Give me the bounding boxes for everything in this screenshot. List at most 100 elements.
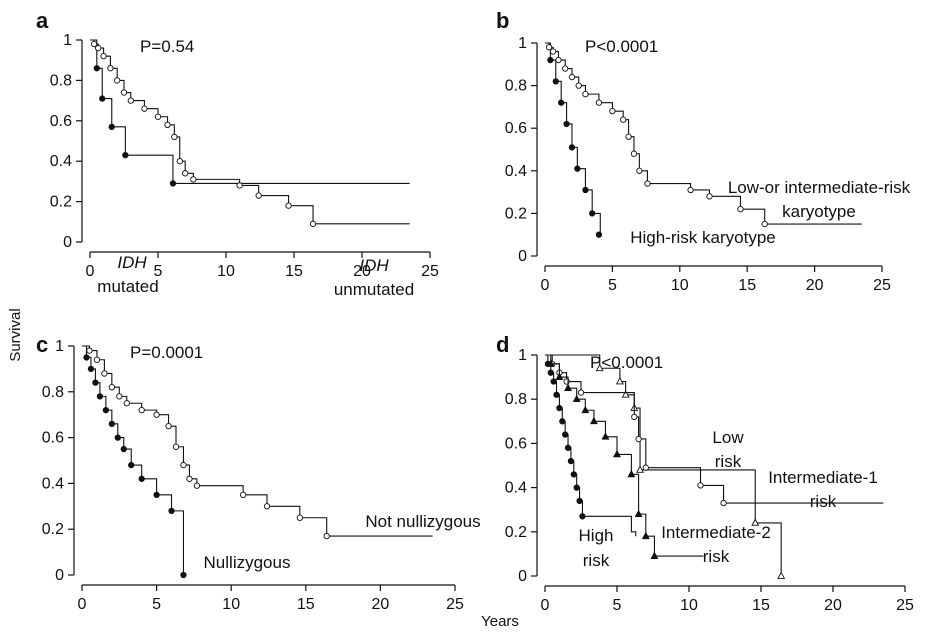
km-marker [751,518,760,526]
km-marker [285,202,292,209]
km-marker [86,347,93,354]
y-tick-label: 0.2 [505,524,527,541]
y-tick-label: 0.8 [505,391,527,408]
km-marker [193,482,201,489]
km-marker [562,431,569,438]
km-marker [96,393,104,400]
x-tick-label: 10 [217,263,235,280]
km-marker [567,457,575,465]
x-tick-label: 20 [353,263,371,280]
km-marker [777,571,786,579]
annotation-a-3: unmutated [334,280,414,299]
km-marker [687,186,694,194]
km-marker [620,116,627,123]
annotation-b-1: karyotype [782,202,856,221]
km-marker [309,220,317,227]
y-tick-label: 0 [55,567,64,584]
y-tick-label: 1 [55,338,64,355]
panel-letter-a: a [36,8,49,33]
p-value-d: P<0.0001 [590,353,663,372]
km-marker [190,176,197,183]
km-marker [153,491,160,498]
km-curve-c-1 [82,345,433,537]
km-marker [590,416,598,425]
km-marker [564,444,572,451]
km-marker [563,120,570,128]
km-marker [102,406,110,414]
x-tick-label: 15 [285,263,303,280]
km-marker [631,413,638,421]
axes-a [76,39,431,258]
y-tick-label: 0.6 [50,113,72,130]
x-tick-label: 0 [78,596,87,613]
annotation-c-0: Not nullizygous [365,512,480,531]
x-tick-label: 25 [446,596,464,613]
km-marker [95,44,102,52]
x-tick-label: 0 [541,277,550,294]
x-tick-label: 20 [806,277,824,294]
km-marker [609,108,616,115]
y-tick-label: 0.4 [42,475,64,492]
km-marker [564,383,572,391]
km-marker [180,461,187,469]
km-marker [601,432,610,440]
km-marker [574,165,581,172]
km-marker [570,471,577,478]
km-marker [558,99,565,106]
km-marker [550,378,557,385]
x-tick-label: 15 [738,277,756,294]
x-tick-label: 10 [222,596,240,613]
annotation-b-2: High-risk karyotype [630,228,776,247]
y-axis-label: Survival [7,308,24,361]
axes-d [531,354,906,592]
km-marker [323,532,330,540]
y-tick-label: 0 [518,568,527,585]
km-marker [172,443,180,450]
km-marker [720,499,727,507]
km-marker [168,507,175,515]
km-marker [138,475,145,482]
km-marker [595,99,603,106]
km-marker [169,180,177,187]
p-value-a: P=0.54 [140,37,194,56]
annotation-d-3: risk [810,492,837,511]
km-marker [559,418,566,425]
km-marker [650,551,659,559]
y-tick-label: 0.8 [42,384,64,401]
km-marker [577,389,585,396]
km-marker [165,422,172,430]
km-marker [697,482,704,489]
km-marker [108,420,115,428]
y-tick-label: 0.6 [505,435,527,452]
y-tick-label: 0 [63,234,72,251]
km-marker [636,465,644,473]
km-marker [582,90,589,98]
km-marker [83,354,90,361]
x-tick-label: 0 [86,263,95,280]
annotation-a-0: IDH [117,253,147,272]
panel-letter-d: d [496,332,509,357]
x-tick-label: 5 [608,277,617,294]
annotation-d-6: High [579,526,614,545]
km-marker [545,44,553,51]
annotation-b-0: Low-or intermediate-risk [728,178,911,197]
km-marker [114,434,121,441]
km-marker [547,369,554,376]
panel-letter-b: b [496,8,509,33]
p-value-b: P<0.0001 [585,37,658,56]
km-marker [615,376,624,385]
x-tick-label: 10 [680,597,698,614]
annotation-d-0: Low [712,428,744,447]
km-marker [108,123,115,131]
km-marker [556,404,563,412]
km-marker [107,65,114,72]
axes-c [68,345,456,591]
km-marker [141,105,148,112]
x-tick-label: 0 [541,597,550,614]
km-marker [572,394,581,403]
km-marker [116,393,123,400]
km-marker [576,497,583,505]
km-marker [122,151,129,159]
km-marker [120,89,128,96]
